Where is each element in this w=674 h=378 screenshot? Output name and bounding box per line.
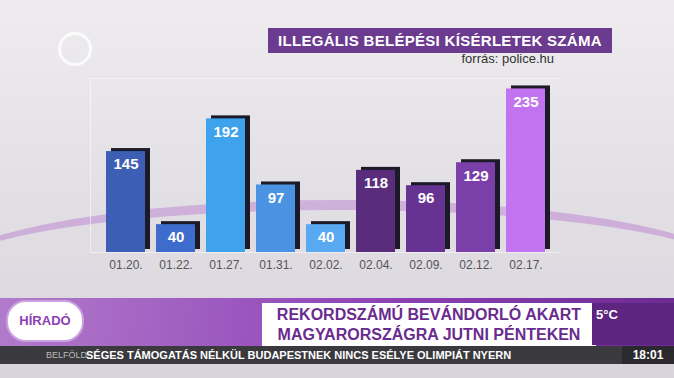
svg-text:02.12.: 02.12. (459, 258, 492, 272)
html-text:BELFÖLDSÉGES TÁMOGATÁS NÉLKÜL: BELFÖLDSÉGES TÁMOGATÁS NÉLKÜL BUDAPESTNE… (46, 349, 512, 361)
svg-text:97: 97 (268, 189, 285, 206)
svg-text:235: 235 (513, 93, 538, 110)
svg-text:02.09.: 02.09. (409, 258, 442, 272)
svg-text:01.22.: 01.22. (159, 258, 192, 272)
html-text:MAGYARORSZÁGRA JUTNI PÉNTEKEN: MAGYARORSZÁGRA JUTNI PÉNTEKEN (277, 326, 581, 343)
svg-text:96: 96 (418, 189, 435, 206)
html-text:5°C: 5°C (596, 307, 618, 322)
html-text:HÍRADÓ: HÍRADÓ (19, 313, 71, 328)
svg-text:02.02.: 02.02. (309, 258, 342, 272)
svg-text:01.31.: 01.31. (259, 258, 292, 272)
svg-text:145: 145 (113, 155, 138, 172)
svg-text:01.20.: 01.20. (109, 258, 142, 272)
html-text:forrás: police.hu: forrás: police.hu (461, 51, 554, 66)
svg-text:01.27.: 01.27. (209, 258, 242, 272)
svg-text:02.17.: 02.17. (509, 258, 542, 272)
svg-text:40: 40 (168, 228, 185, 245)
svg-text:192: 192 (213, 123, 238, 140)
svg-text:118: 118 (364, 174, 388, 191)
svg-text:40: 40 (318, 228, 335, 245)
svg-text:129: 129 (463, 167, 488, 184)
svg-text:02.04.: 02.04. (359, 258, 392, 272)
html-text:REKORDSZÁMÚ BEVÁNDORLÓ AKART: REKORDSZÁMÚ BEVÁNDORLÓ AKART (276, 306, 582, 323)
html-text:18:01: 18:01 (632, 348, 664, 362)
html-text:ILLEGÁLIS BELÉPÉSI KÍSÉRLETEK: ILLEGÁLIS BELÉPÉSI KÍSÉRLETEK SZÁMA (278, 32, 602, 49)
